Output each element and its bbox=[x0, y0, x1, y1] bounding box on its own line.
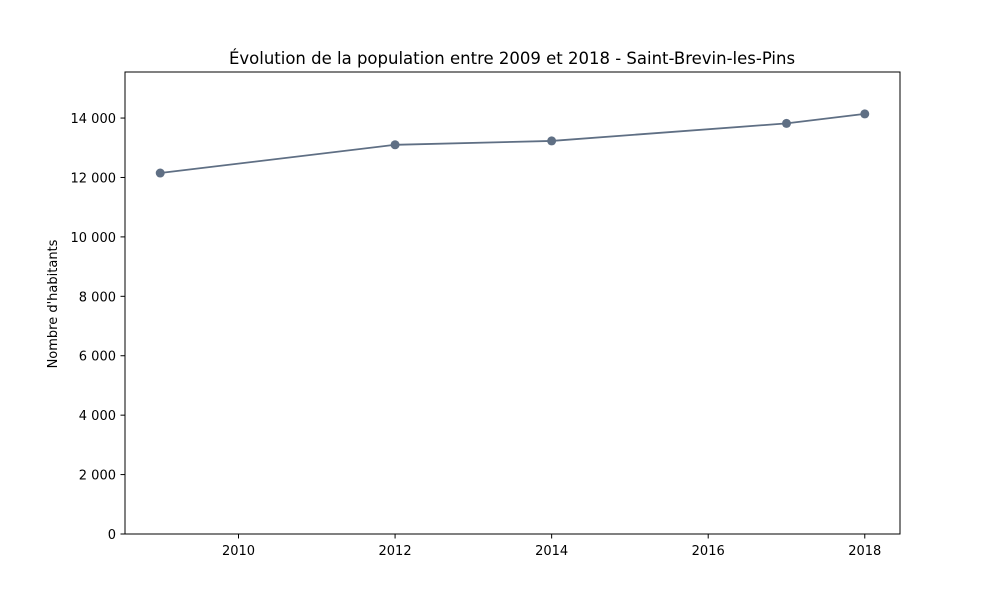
y-tick-label: 2 000 bbox=[79, 469, 116, 484]
chart-title: Évolution de la population entre 2009 et… bbox=[229, 49, 795, 68]
x-tick-label: 2010 bbox=[222, 544, 255, 559]
data-point bbox=[781, 118, 791, 128]
data-point bbox=[547, 136, 557, 146]
data-point bbox=[390, 140, 400, 150]
y-tick-label: 12 000 bbox=[71, 171, 117, 186]
x-tick-label: 2016 bbox=[692, 544, 725, 559]
y-axis-label: Nombre d'habitants bbox=[46, 239, 61, 368]
y-tick-label: 8 000 bbox=[79, 290, 116, 305]
y-tick-label: 4 000 bbox=[79, 409, 116, 424]
x-tick-label: 2012 bbox=[379, 544, 412, 559]
y-tick-label: 10 000 bbox=[71, 231, 117, 246]
plot-area-frame bbox=[124, 71, 901, 535]
x-tick-label: 2014 bbox=[535, 544, 568, 559]
series-line bbox=[160, 112, 865, 174]
y-tick-label: 6 000 bbox=[79, 350, 116, 365]
x-tick-label: 2018 bbox=[848, 544, 881, 559]
series-layer bbox=[155, 109, 870, 178]
y-tick-label: 14 000 bbox=[71, 112, 117, 127]
y-tick-label: 0 bbox=[108, 528, 116, 543]
data-point bbox=[155, 168, 165, 178]
axis-ticks: 2010 2012 2014 2016 2018 0 2 000 4 000 6 000 8 00… bbox=[71, 112, 882, 559]
data-point bbox=[860, 109, 870, 119]
